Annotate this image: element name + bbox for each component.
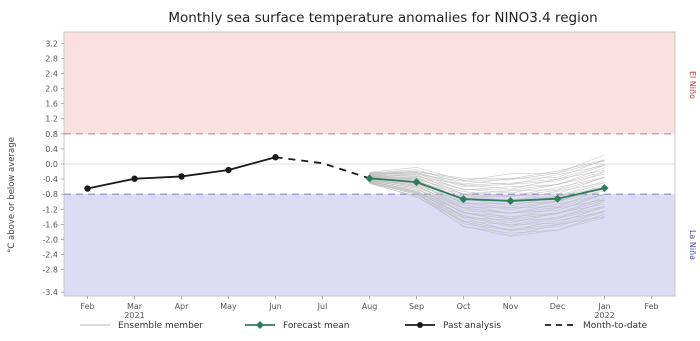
ensemble-member-line: [369, 165, 605, 185]
chart-legend: Ensemble member Forecast mean Past analysi…: [80, 321, 648, 331]
legend-label-ensemble-member: Ensemble member: [118, 321, 203, 331]
ensemble-member-line: [369, 176, 605, 198]
y-tick-label: -2.0: [42, 235, 58, 244]
forecast-mean-marker: [365, 174, 374, 183]
x-tick-label: 2022: [594, 311, 614, 320]
past-analysis-marker: [84, 185, 91, 192]
ensemble-member-line: [369, 171, 605, 195]
x-tick-label: Aug: [362, 302, 378, 311]
la-nina-label: La Niña: [688, 230, 697, 260]
y-tick-label: -1.2: [42, 205, 58, 214]
la-nina-region: [64, 194, 675, 296]
y-tick-label: 2.8: [45, 54, 58, 63]
y-axis-label: °C above or below average: [7, 137, 17, 253]
y-axis-ticks: -3.4 -2.8 -2.4 -2.0 -1.6 -1.2 -0.8 -0.4 0.0 0.4 0.…: [42, 39, 64, 297]
legend-label-forecast-mean: Forecast mean: [283, 321, 349, 331]
x-tick-label: Feb: [80, 302, 94, 311]
forecast-mean-marker: [506, 196, 515, 205]
forecast-mean-marker: [412, 178, 421, 187]
ensemble-member-line: [369, 154, 605, 181]
past-analysis-marker: [131, 175, 138, 182]
y-tick-label: 2.4: [45, 69, 58, 78]
y-tick-label: 1.2: [45, 115, 58, 124]
y-tick-label: -2.4: [42, 251, 58, 260]
x-tick-label: Oct: [457, 302, 471, 311]
ensemble-member-line: [369, 177, 605, 207]
ensemble-member-line: [369, 183, 605, 237]
forecast-mean-marker: [459, 195, 468, 204]
ensemble-member-line: [369, 182, 605, 231]
chart-title: Monthly sea surface temperature anomalie…: [168, 10, 597, 26]
ensemble-member-line: [369, 178, 605, 214]
y-tick-label: -0.4: [42, 175, 58, 184]
y-tick-label: 0.8: [45, 130, 58, 139]
y-tick-label: -3.4: [42, 288, 58, 297]
past-analysis-marker: [178, 173, 185, 180]
ensemble-member-line: [369, 175, 605, 197]
forecast-mean-marker: [600, 184, 609, 193]
x-tick-label: Feb: [644, 302, 658, 311]
y-tick-label: -1.6: [42, 220, 58, 229]
ensemble-member-line: [369, 169, 605, 190]
y-tick-label: 1.6: [45, 100, 58, 109]
y-tick-label: -0.8: [42, 190, 58, 199]
x-tick-label: May: [220, 302, 237, 311]
legend-label-past-analysis: Past analysis: [443, 321, 501, 331]
grid-lines: [64, 133, 675, 195]
plot-background: [63, 31, 676, 297]
x-tick-label: Jan: [597, 302, 610, 311]
ensemble-member-line: [369, 159, 605, 185]
legend-marker-forecast-mean: [256, 321, 264, 329]
past-analysis-line: [87, 156, 276, 190]
x-tick-label: Mar: [127, 302, 143, 311]
ensemble-member-line: [369, 175, 605, 197]
ensemble-member-line: [369, 178, 605, 214]
legend-label-month-to-date: Month-to-date: [583, 321, 648, 331]
ensemble-members: [369, 154, 605, 237]
x-tick-label: Nov: [503, 302, 519, 311]
x-tick-label: Jun: [268, 302, 282, 311]
x-tick-label: Jul: [317, 302, 328, 311]
forecast-mean-line: [369, 177, 605, 202]
y-tick-label: -2.8: [42, 266, 58, 275]
el-nino-label: El Niño: [688, 71, 697, 99]
ensemble-member-line: [369, 181, 605, 231]
x-tick-label: Dec: [550, 302, 565, 311]
x-tick-label: Apr: [175, 302, 190, 311]
ensemble-member-line: [369, 180, 605, 226]
el-nino-region: [64, 32, 675, 134]
y-tick-label: 3.2: [45, 39, 58, 48]
x-tick-label: Sep: [409, 302, 424, 311]
ensemble-member-line: [369, 167, 605, 191]
forecast-mean-marker: [553, 194, 562, 203]
ensemble-member-line: [369, 182, 605, 236]
month-to-date-line: [275, 156, 370, 180]
ensemble-member-line: [369, 183, 605, 234]
ensemble-member-line: [369, 179, 605, 219]
y-tick-label: 0.0: [45, 160, 58, 169]
legend-marker-past-analysis: [417, 322, 423, 328]
ensemble-member-line: [369, 173, 605, 194]
ensemble-member-line: [369, 159, 605, 180]
ensemble-member-line: [369, 163, 605, 186]
y-tick-label: 0.4: [45, 145, 58, 154]
series-lines: [84, 154, 609, 205]
ensemble-member-line: [369, 178, 605, 211]
ensemble-member-line: [369, 165, 605, 188]
ensemble-member-line: [369, 181, 605, 226]
ensemble-member-line: [369, 180, 605, 220]
x-tick-label: 2021: [124, 311, 144, 320]
past-analysis-marker: [225, 166, 232, 174]
ensemble-member-line: [369, 181, 605, 227]
y-tick-label: 2.0: [45, 85, 58, 94]
